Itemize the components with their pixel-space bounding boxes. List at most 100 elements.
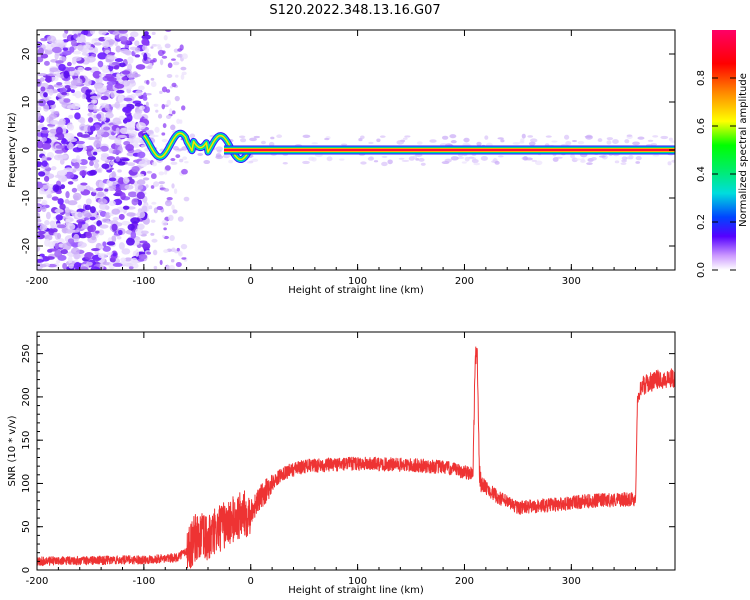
heatmap-noise-cell bbox=[39, 77, 45, 82]
heatmap-noise-cell bbox=[143, 105, 150, 114]
heatmap-speckle-cell bbox=[360, 161, 367, 165]
top-x-axis-label: Height of straight line (km) bbox=[288, 285, 424, 296]
heatmap-speckle-cell bbox=[480, 155, 488, 161]
heatmap-noise-cell bbox=[79, 158, 88, 166]
heatmap-speckle-cell bbox=[170, 161, 178, 165]
heatmap-noise-cell bbox=[142, 92, 148, 99]
heatmap-noise-cell bbox=[42, 137, 47, 142]
heatmap-noise-cell bbox=[117, 169, 122, 173]
heatmap-noise-cell bbox=[37, 259, 44, 263]
heatmap-speckle-cell bbox=[534, 160, 543, 166]
heatmap-noise-cell bbox=[102, 245, 111, 252]
heatmap-speckle-cell bbox=[381, 155, 388, 158]
heatmap-speckle-cell bbox=[184, 160, 189, 164]
heatmap-noise-cell bbox=[92, 70, 102, 79]
heatmap-speckle-cell bbox=[302, 160, 310, 165]
heatmap-noise-cell bbox=[136, 179, 146, 186]
heatmap-noise-cell bbox=[167, 214, 174, 222]
heatmap-noise-cell bbox=[130, 217, 140, 224]
heatmap-noise-cell bbox=[45, 256, 55, 260]
heatmap-speckle-cell bbox=[635, 161, 641, 164]
heatmap-noise-cell bbox=[86, 46, 95, 53]
heatmap-noise-cell bbox=[151, 44, 158, 47]
heatmap-noise-cell bbox=[87, 104, 97, 110]
heatmap-noise-cell bbox=[49, 67, 59, 73]
heatmap-noise-cell bbox=[146, 79, 150, 85]
heatmap-noise-cell bbox=[87, 155, 96, 161]
heatmap-speckle-cell bbox=[215, 146, 223, 152]
heatmap-noise-cell bbox=[73, 233, 80, 242]
heatmap-noise-cell bbox=[49, 128, 58, 134]
heatmap-noise-cell bbox=[140, 230, 149, 235]
heatmap-noise-cell bbox=[83, 217, 90, 221]
bottom-y-axis-label: SNR (10 * v/v) bbox=[7, 415, 18, 486]
heatmap-speckle-cell bbox=[387, 159, 393, 165]
colorbar-tick-label: 0.0 bbox=[696, 262, 707, 278]
heatmap-speckle-cell bbox=[667, 161, 672, 166]
heatmap-speckle-cell bbox=[308, 156, 315, 161]
heatmap-noise-cell bbox=[65, 212, 71, 217]
heatmap-noise-cell bbox=[37, 106, 42, 112]
heatmap-noise-cell bbox=[166, 89, 171, 93]
heatmap-noise-cell bbox=[40, 129, 50, 134]
heatmap-noise-cell bbox=[104, 112, 114, 119]
heatmap-noise-cell bbox=[171, 204, 175, 211]
heatmap-speckle-cell bbox=[429, 139, 437, 143]
heatmap-noise-cell bbox=[117, 177, 125, 185]
heatmap-noise-cell bbox=[71, 39, 77, 47]
heatmap-noise-cell bbox=[134, 54, 141, 58]
heatmap-noise-cell bbox=[181, 53, 188, 60]
heatmap-noise-cell bbox=[63, 70, 70, 79]
top-x-tick-label: 300 bbox=[562, 276, 581, 287]
heatmap-noise-cell bbox=[151, 201, 157, 205]
heatmap-noise-cell bbox=[132, 137, 142, 144]
bottom-x-tick-label: -100 bbox=[133, 576, 156, 587]
heatmap-noise-cell bbox=[67, 137, 78, 143]
heatmap-noise-cell bbox=[97, 191, 105, 197]
heatmap-noise-cell bbox=[131, 73, 141, 78]
heatmap-speckle-cell bbox=[276, 134, 283, 138]
snr-series-line bbox=[37, 346, 675, 569]
heatmap-noise-cell bbox=[171, 58, 176, 61]
heatmap-noise-cell bbox=[128, 133, 136, 140]
heatmap-noise-cell bbox=[59, 203, 66, 211]
heatmap-noise-cell bbox=[137, 184, 144, 190]
heatmap-noise-cell bbox=[151, 31, 156, 36]
heatmap-speckle-cell bbox=[379, 135, 386, 138]
heatmap-noise-cell bbox=[62, 39, 69, 43]
heatmap-noise-cell bbox=[181, 168, 188, 175]
bottom-y-tick-label: 50 bbox=[21, 520, 32, 533]
heatmap-noise-cell bbox=[145, 101, 149, 107]
heatmap-noise-cell bbox=[115, 127, 120, 135]
heatmap-noise-cell bbox=[57, 120, 66, 125]
heatmap-speckle-cell bbox=[450, 156, 459, 161]
heatmap-speckle-cell bbox=[521, 133, 526, 139]
heatmap-noise-cell bbox=[89, 30, 96, 35]
heatmap-noise-cell bbox=[138, 105, 145, 111]
heatmap-speckle-cell bbox=[203, 160, 211, 165]
heatmap-noise-cell bbox=[89, 160, 94, 167]
heatmap-speckle-cell bbox=[246, 161, 254, 164]
heatmap-noise-cell bbox=[180, 66, 187, 71]
heatmap-noise-cell bbox=[111, 208, 121, 215]
heatmap-speckle-cell bbox=[597, 138, 603, 143]
heatmap-noise-cell bbox=[174, 95, 180, 102]
heatmap-noise-cell bbox=[38, 263, 47, 268]
heatmap-noise-cell bbox=[87, 117, 94, 123]
heatmap-noise-cell bbox=[128, 120, 136, 129]
heatmap-noise-cell bbox=[65, 229, 73, 234]
heatmap-speckle-cell bbox=[555, 156, 563, 159]
heatmap-noise-cell bbox=[136, 210, 146, 219]
heatmap-noise-cell bbox=[121, 248, 131, 255]
heatmap-speckle-cell bbox=[637, 136, 645, 140]
heatmap-speckle-cell bbox=[647, 139, 654, 142]
heatmap-noise-cell bbox=[132, 100, 142, 104]
bottom-y-tick-label: 0 bbox=[21, 567, 32, 573]
heatmap-noise-cell bbox=[39, 224, 48, 231]
heatmap-noise-cell bbox=[60, 184, 66, 190]
heatmap-noise-cell bbox=[108, 135, 118, 140]
heatmap-noise-cell bbox=[164, 43, 171, 49]
heatmap-noise-cell bbox=[138, 85, 145, 91]
heatmap-noise-cell bbox=[129, 178, 135, 185]
heatmap-noise-cell bbox=[97, 229, 105, 236]
